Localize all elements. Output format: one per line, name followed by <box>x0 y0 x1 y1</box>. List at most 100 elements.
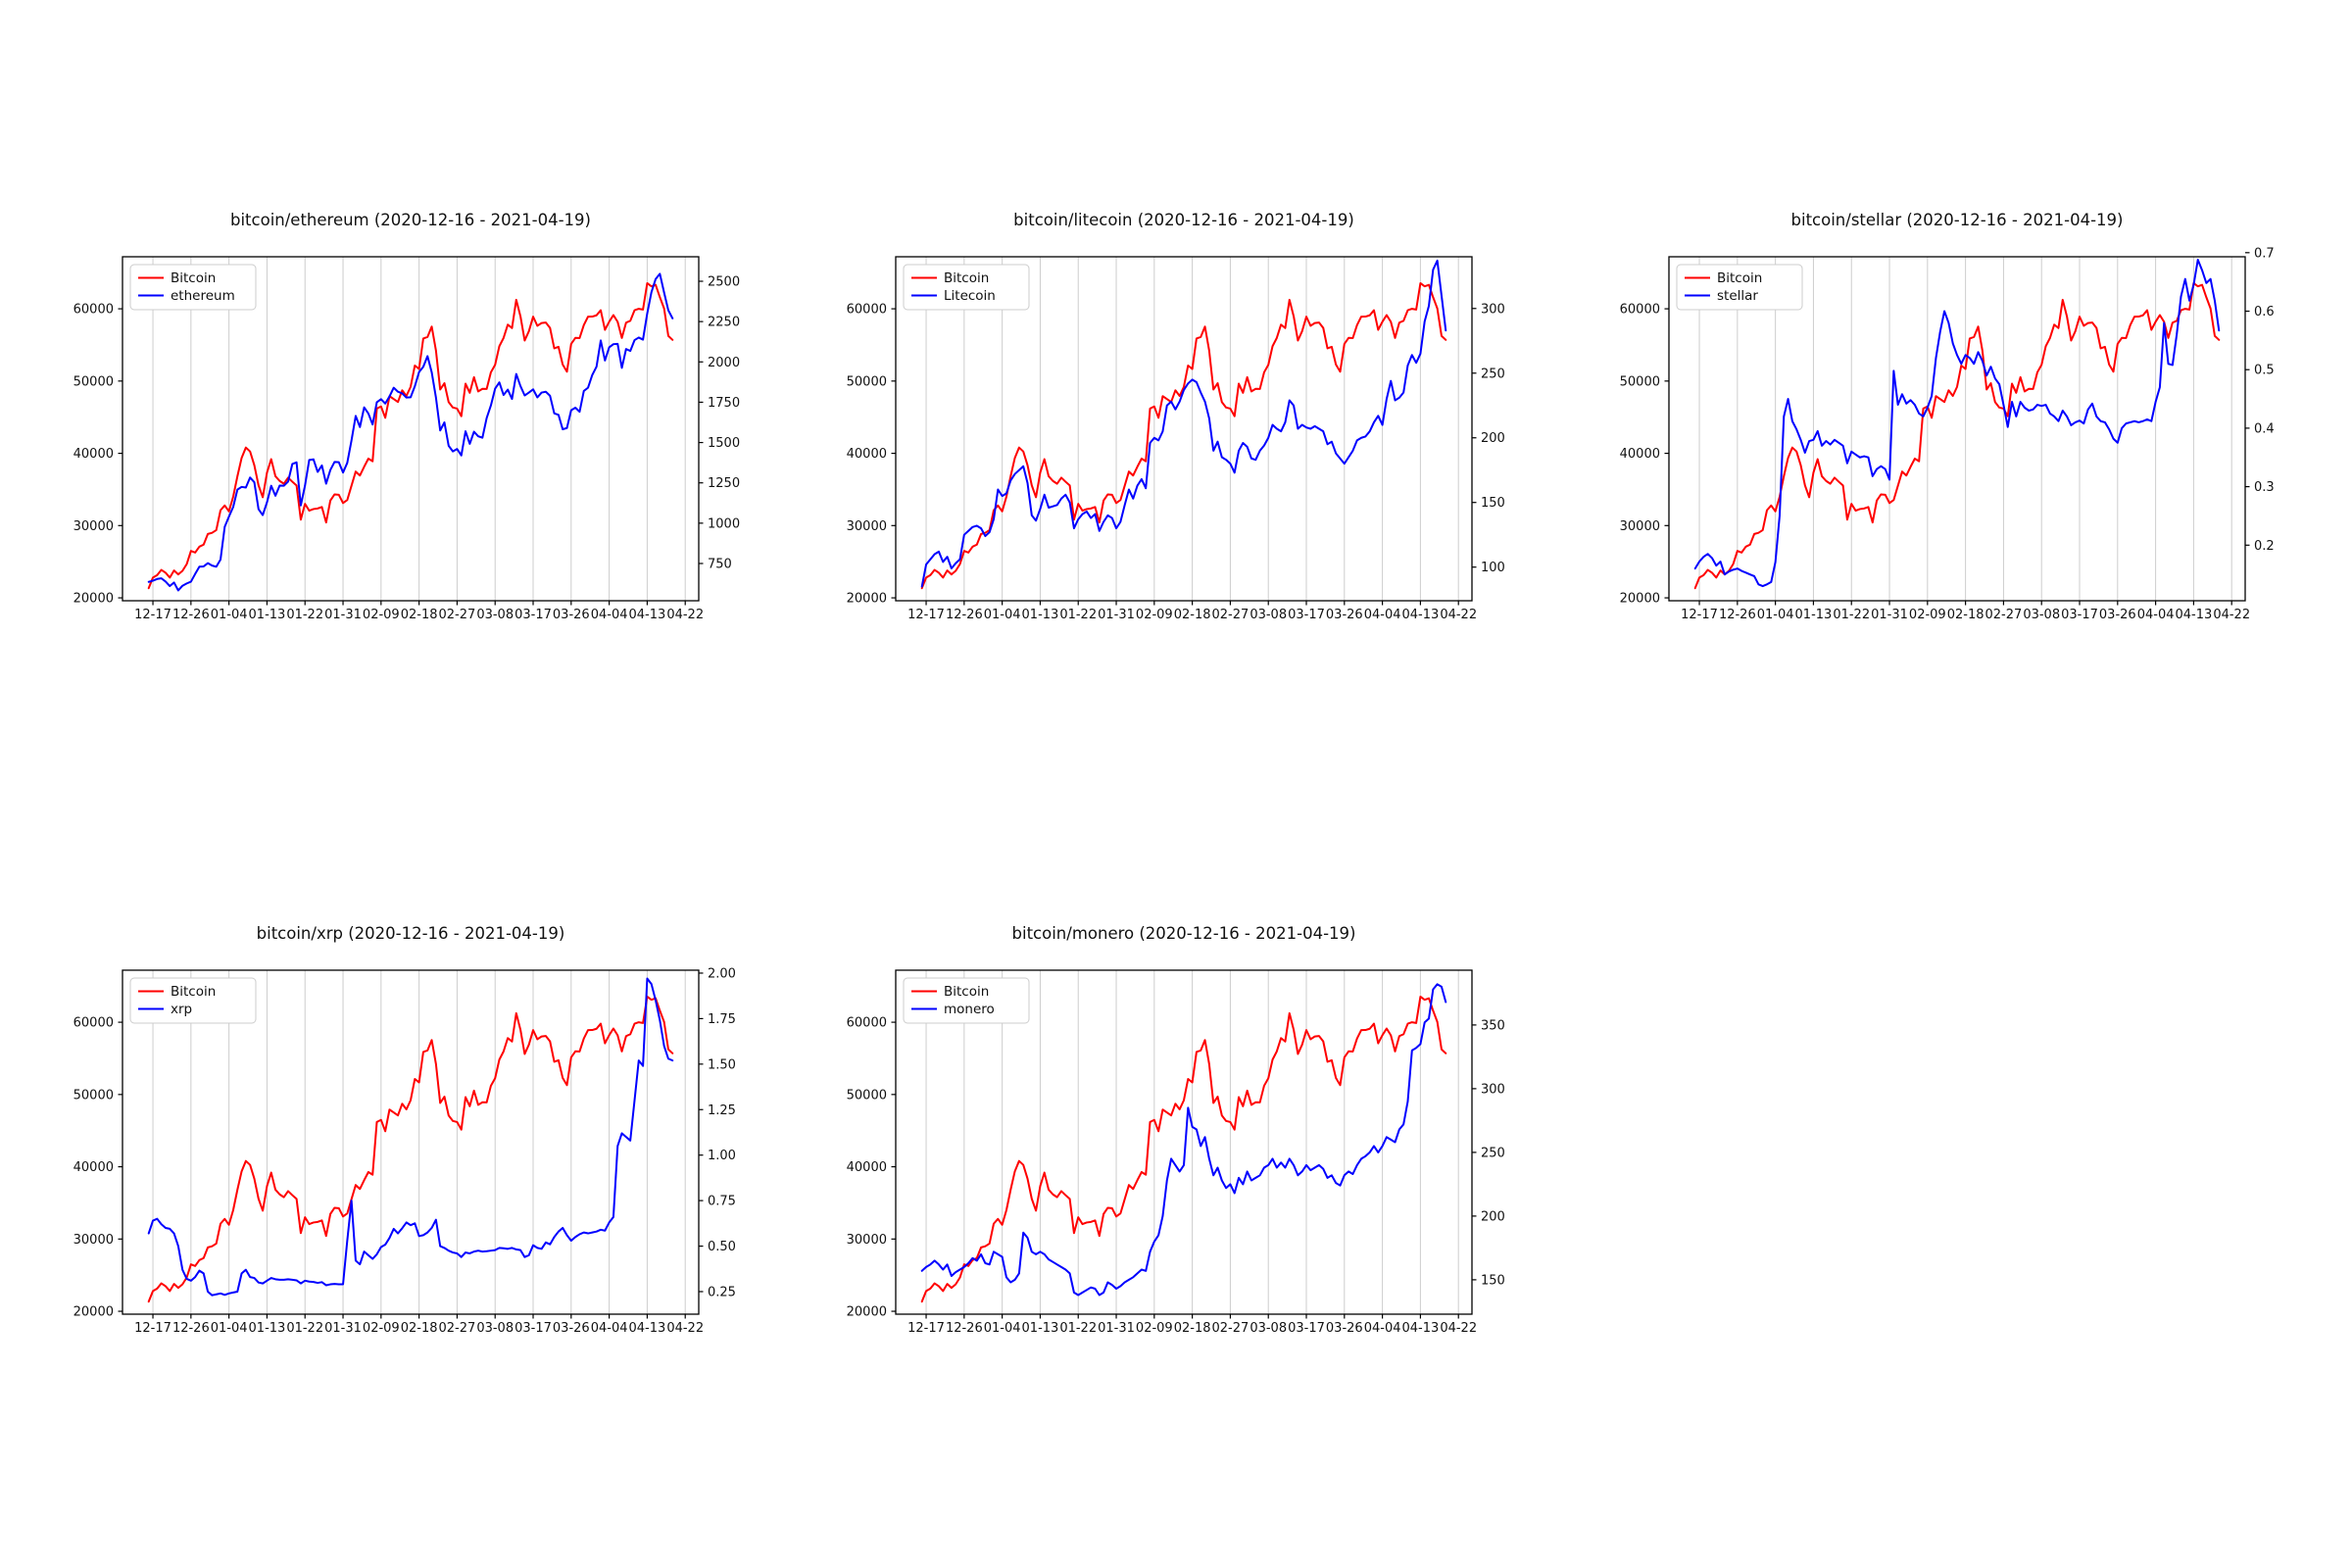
right-tick-label: 1.00 <box>708 1149 736 1163</box>
x-tick-label: 03-17 <box>2061 608 2098 622</box>
x-tick-label: 01-13 <box>1022 1321 1059 1336</box>
x-tick-label: 12-17 <box>907 608 945 622</box>
x-tick-label: 01-31 <box>324 608 362 622</box>
chart-title: bitcoin/litecoin (2020-12-16 - 2021-04-1… <box>1013 211 1354 229</box>
chart-image: bitcoin/stellar (2020-12-16 - 2021-04-19… <box>1620 211 2275 622</box>
left-tick-label: 60000 <box>1620 303 1660 318</box>
right-tick-label: 0.2 <box>2254 539 2275 554</box>
x-tick-label: 01-22 <box>286 608 323 622</box>
x-tick-label: 12-17 <box>134 608 172 622</box>
legend-label-xrp: xrp <box>171 1002 192 1017</box>
legend-label-bitcoin: Bitcoin <box>944 984 989 1000</box>
left-tick-label: 50000 <box>847 1088 887 1102</box>
x-tick-label: 01-31 <box>324 1321 362 1336</box>
right-tick-label: 2250 <box>708 316 740 330</box>
x-tick-label: 04-22 <box>1440 1321 1477 1336</box>
chart-bitcoin-ethereum: bitcoin/ethereum (2020-12-16 - 2021-04-1… <box>29 186 804 676</box>
right-tick-label: 1.25 <box>708 1103 736 1118</box>
right-tick-label: 0.6 <box>2254 305 2275 319</box>
left-tick-label: 50000 <box>847 374 887 389</box>
x-tick-label: 02-27 <box>1212 1321 1250 1336</box>
left-tick-label: 50000 <box>1620 374 1660 389</box>
left-tick-label: 50000 <box>74 374 114 389</box>
left-tick-label: 40000 <box>74 1160 114 1175</box>
x-tick-label: 01-31 <box>1871 608 1908 622</box>
x-tick-label: 02-18 <box>401 608 438 622</box>
right-tick-label: 200 <box>1481 1209 1505 1224</box>
x-tick-label: 12-26 <box>1719 608 1756 622</box>
x-tick-label: 12-26 <box>946 608 983 622</box>
x-tick-label: 04-13 <box>1402 608 1440 622</box>
x-tick-label: 12-26 <box>946 1321 983 1336</box>
x-tick-label: 03-26 <box>1326 1321 1363 1336</box>
chart-title: bitcoin/ethereum (2020-12-16 - 2021-04-1… <box>230 211 591 229</box>
left-tick-label: 40000 <box>1620 447 1660 462</box>
right-tick-label: 2500 <box>708 275 740 290</box>
right-tick-label: 300 <box>1481 302 1505 317</box>
left-tick-label: 20000 <box>1620 592 1660 607</box>
legend-label-stellar: stellar <box>1717 288 1758 304</box>
left-tick-label: 20000 <box>74 592 114 607</box>
chart-title: bitcoin/xrp (2020-12-16 - 2021-04-19) <box>257 924 565 943</box>
legend-label-ethereum: ethereum <box>171 288 235 304</box>
x-tick-label: 03-08 <box>1250 1321 1287 1336</box>
right-tick-label: 1500 <box>708 436 740 451</box>
x-tick-label: 03-17 <box>1288 1321 1325 1336</box>
x-tick-label: 03-26 <box>553 1321 590 1336</box>
legend-label-bitcoin: Bitcoin <box>1717 270 1762 286</box>
chart-image: bitcoin/xrp (2020-12-16 - 2021-04-19) 12-… <box>74 924 736 1336</box>
right-tick-label: 1.75 <box>708 1012 736 1027</box>
x-tick-label: 01-04 <box>211 608 248 622</box>
x-tick-label: 03-17 <box>514 608 552 622</box>
x-tick-label: 12-17 <box>907 1321 945 1336</box>
chart-image: bitcoin/ethereum (2020-12-16 - 2021-04-1… <box>74 211 740 622</box>
legend-label-Litecoin: Litecoin <box>944 288 996 304</box>
right-tick-label: 1750 <box>708 396 740 411</box>
chart-title: bitcoin/stellar (2020-12-16 - 2021-04-19… <box>1791 211 2124 229</box>
x-tick-label: 01-31 <box>1098 608 1135 622</box>
x-tick-label: 01-04 <box>984 608 1021 622</box>
x-tick-label: 04-13 <box>1402 1321 1440 1336</box>
x-tick-label: 01-22 <box>1059 1321 1097 1336</box>
x-tick-label: 01-04 <box>1757 608 1794 622</box>
x-tick-label: 01-13 <box>1795 608 1833 622</box>
x-tick-label: 01-04 <box>211 1321 248 1336</box>
left-tick-label: 40000 <box>74 447 114 462</box>
chart-bitcoin-stellar: bitcoin/stellar (2020-12-16 - 2021-04-19… <box>1576 186 2350 676</box>
x-tick-label: 02-18 <box>401 1321 438 1336</box>
right-tick-label: 150 <box>1481 496 1505 511</box>
right-tick-label: 300 <box>1481 1082 1505 1097</box>
x-tick-label: 04-13 <box>2176 608 2213 622</box>
x-tick-label: 04-04 <box>2137 608 2175 622</box>
right-tick-label: 2000 <box>708 356 740 370</box>
x-tick-label: 03-26 <box>2099 608 2136 622</box>
x-tick-label: 04-22 <box>666 1321 704 1336</box>
x-tick-label: 02-27 <box>1212 608 1250 622</box>
right-tick-label: 0.5 <box>2254 364 2275 378</box>
x-tick-label: 02-18 <box>1174 608 1211 622</box>
plot-border <box>895 256 1473 602</box>
x-tick-label: 04-04 <box>591 1321 628 1336</box>
left-tick-label: 30000 <box>1620 519 1660 534</box>
legend: Bitcoin Litecoin <box>903 264 1030 311</box>
ethereum-line <box>147 272 674 592</box>
right-tick-label: 1250 <box>708 476 740 491</box>
right-tick-label: 0.75 <box>708 1195 736 1209</box>
x-tick-label: 01-13 <box>249 1321 286 1336</box>
left-tick-label: 60000 <box>74 303 114 318</box>
x-tick-label: 03-08 <box>476 1321 514 1336</box>
legend-box <box>1676 264 1803 311</box>
x-tick-label: 01-13 <box>249 608 286 622</box>
x-tick-label: 02-09 <box>1909 608 1946 622</box>
chart-bitcoin-litecoin: bitcoin/litecoin (2020-12-16 - 2021-04-1… <box>803 186 1577 676</box>
right-tick-label: 200 <box>1481 431 1505 446</box>
right-tick-label: 350 <box>1481 1018 1505 1033</box>
left-tick-label: 60000 <box>847 1016 887 1031</box>
plot-border <box>122 969 700 1315</box>
plot-border <box>122 256 700 602</box>
chart-image: bitcoin/monero (2020-12-16 - 2021-04-19)… <box>847 924 1505 1336</box>
x-tick-label: 02-18 <box>1174 1321 1211 1336</box>
x-tick-label: 01-04 <box>984 1321 1021 1336</box>
x-tick-label: 03-08 <box>2023 608 2060 622</box>
left-tick-label: 30000 <box>74 1233 114 1248</box>
